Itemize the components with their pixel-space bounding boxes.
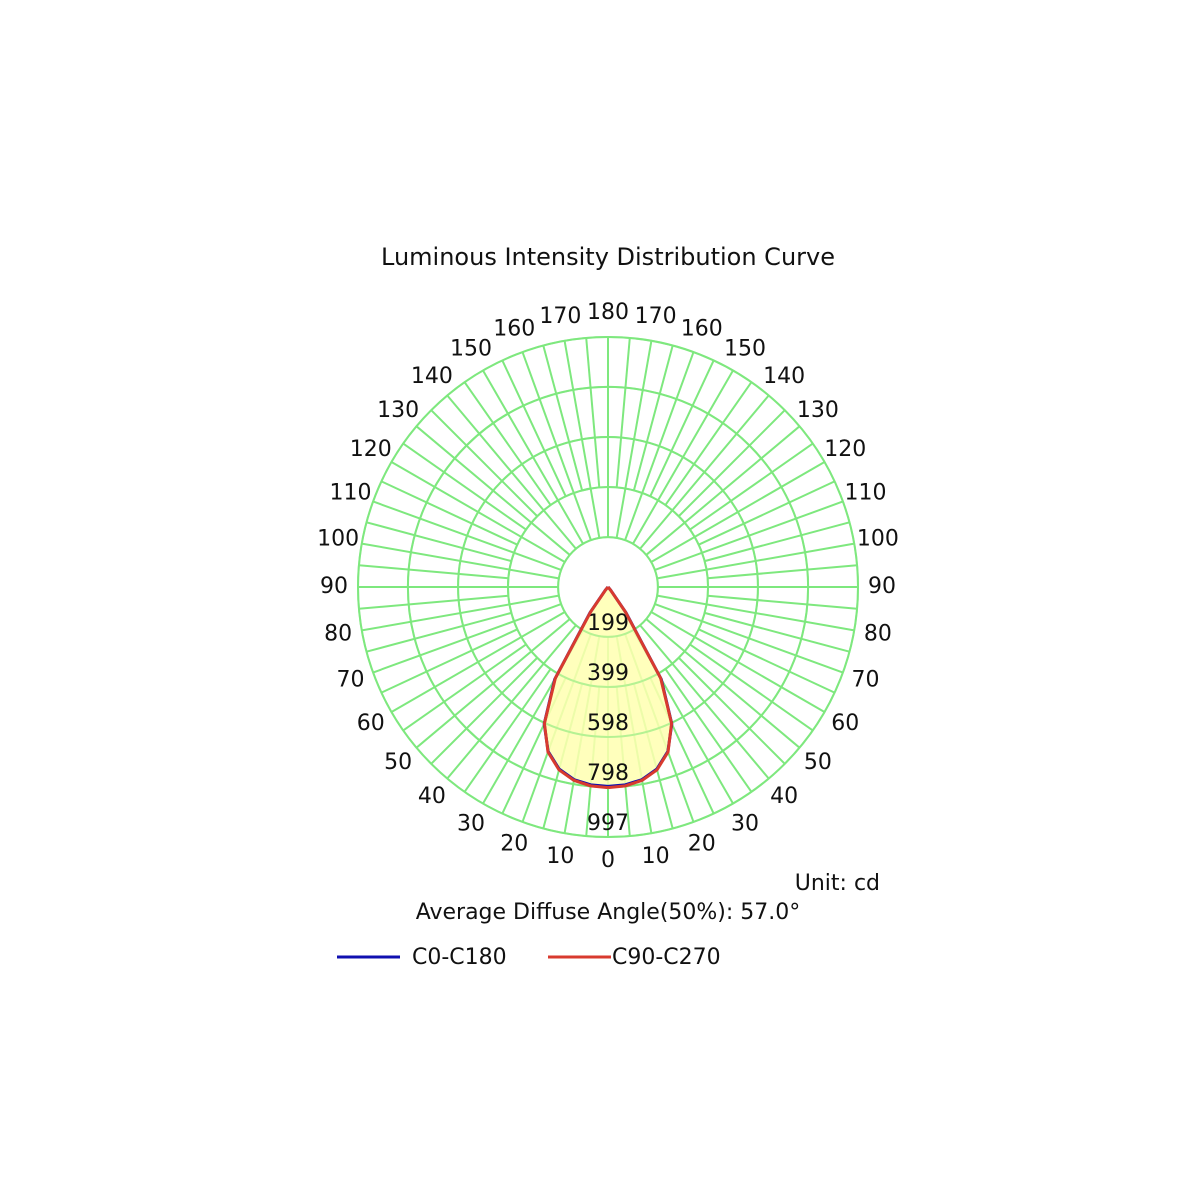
angle-tick-label: 110 <box>844 480 886 505</box>
angle-tick-label: 90 <box>868 574 896 599</box>
unit-label: Unit: cd <box>795 871 880 896</box>
radial-line <box>664 668 753 793</box>
radial-line <box>585 337 601 488</box>
angle-tick-label: 60 <box>357 711 385 736</box>
radial-line <box>678 409 786 517</box>
r-tick-label: 598 <box>587 711 629 736</box>
angle-tick-label: 20 <box>688 831 716 856</box>
angle-tick-label: 130 <box>377 398 419 423</box>
intensity-curve <box>542 586 610 790</box>
angle-tick-label: 140 <box>411 364 453 389</box>
angle-tick-label: 150 <box>450 337 492 362</box>
chart-title: Luminous Intensity Distribution Curve <box>381 243 835 271</box>
radial-line <box>463 381 552 506</box>
angle-tick-label: 170 <box>635 304 677 329</box>
angle-tick-label: 180 <box>587 300 629 325</box>
angle-tick-label: 50 <box>384 750 412 775</box>
grid-ring <box>557 536 659 638</box>
angle-tick-label: 160 <box>681 317 723 342</box>
angle-tick-label: 70 <box>851 668 879 693</box>
radial-line <box>698 628 835 694</box>
radial-line <box>463 668 552 793</box>
radial-line <box>704 521 850 563</box>
r-tick-label: 199 <box>587 611 629 636</box>
angle-tick-label: 40 <box>418 784 446 809</box>
angle-tick-label: 140 <box>763 364 805 389</box>
angle-tick-label: 40 <box>770 784 798 809</box>
radial-line <box>632 345 674 491</box>
r-tick-label: 399 <box>587 661 629 686</box>
grid-ring <box>457 436 759 738</box>
angle-tick-label: 170 <box>539 304 581 329</box>
radial-line <box>430 409 538 517</box>
radial-line <box>402 442 527 531</box>
radial-line <box>501 360 567 497</box>
angle-tick-label: 120 <box>824 437 866 462</box>
legend-label: C90-C270 <box>612 945 721 970</box>
radial-line <box>358 564 509 580</box>
radial-line <box>707 594 858 610</box>
radial-line <box>678 657 786 765</box>
angle-tick-label: 100 <box>317 526 359 551</box>
angle-tick-label: 60 <box>831 711 859 736</box>
radial-line <box>649 360 715 497</box>
angle-tick-label: 30 <box>457 811 485 836</box>
intensity-curve <box>606 586 674 790</box>
radial-line <box>698 480 835 546</box>
angle-tick-label: 10 <box>546 844 574 869</box>
angle-tick-label: 50 <box>804 750 832 775</box>
r-tick-label: 997 <box>587 811 629 836</box>
radial-line <box>430 657 538 765</box>
angle-tick-label: 160 <box>493 317 535 342</box>
angle-tick-label: 130 <box>797 398 839 423</box>
angle-tick-label: 110 <box>330 480 372 505</box>
radial-line <box>689 442 814 531</box>
radial-line <box>366 611 512 653</box>
legend-label: C0-C180 <box>412 945 507 970</box>
angle-tick-label: 70 <box>337 668 365 693</box>
radial-line <box>615 337 631 488</box>
angle-tick-label: 150 <box>724 337 766 362</box>
annotation: Average Diffuse Angle(50%): 57.0° <box>416 900 801 925</box>
grid-ring <box>357 336 859 838</box>
angle-tick-label: 90 <box>320 574 348 599</box>
radial-line <box>381 480 518 546</box>
angle-tick-label: 10 <box>642 844 670 869</box>
radial-line <box>689 643 814 732</box>
angle-tick-label: 20 <box>500 831 528 856</box>
radial-line <box>402 643 527 732</box>
grid-ring <box>506 485 710 689</box>
r-tick-label: 798 <box>587 761 629 786</box>
radial-line <box>542 345 584 491</box>
angle-tick-label: 80 <box>864 622 892 647</box>
radial-line <box>358 594 509 610</box>
radial-line <box>664 381 753 506</box>
radial-line <box>707 564 858 580</box>
angle-tick-label: 0 <box>601 848 615 873</box>
radial-line <box>366 521 512 563</box>
angle-tick-label: 120 <box>350 437 392 462</box>
angle-tick-label: 80 <box>324 622 352 647</box>
radial-line <box>381 628 518 694</box>
angle-tick-label: 30 <box>731 811 759 836</box>
angle-tick-label: 100 <box>857 526 899 551</box>
radial-line <box>704 611 850 653</box>
